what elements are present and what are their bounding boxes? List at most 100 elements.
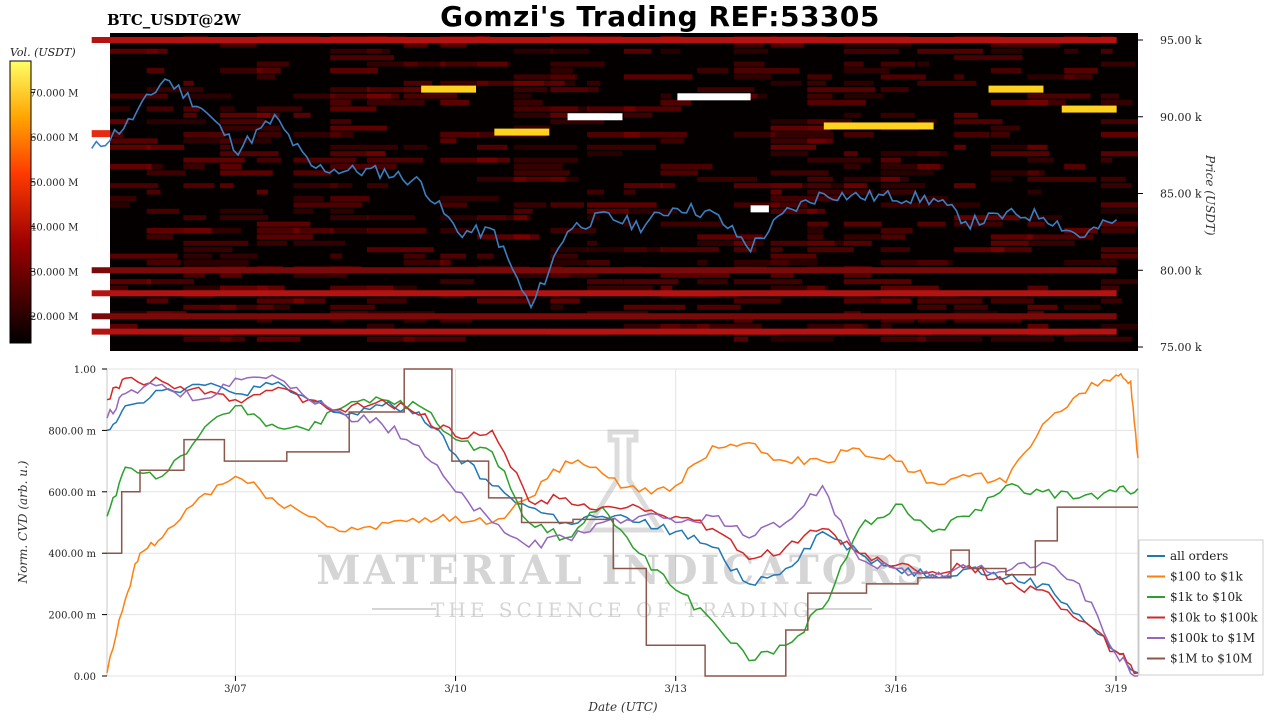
price-tick-label: 95.00 k (1160, 34, 1202, 47)
heatmap-cell (587, 189, 604, 195)
heatmap-cell (1027, 100, 1066, 105)
heatmap-cell (183, 260, 249, 265)
heatmap-cell (513, 87, 548, 93)
price-axis-label: Price (USDT) (1203, 154, 1217, 236)
cvd-series-line (106, 381, 1139, 674)
heatmap-cell (917, 260, 954, 265)
price-tick-label: 80.00 k (1160, 264, 1202, 277)
heatmap-cell (330, 68, 378, 73)
heatmap-cell (293, 298, 305, 304)
heatmap-cell (256, 74, 276, 80)
heatmap-cell (1027, 170, 1045, 176)
heatmap-cell (183, 215, 207, 221)
heatmap-cell (513, 74, 577, 80)
heatmap-cell (220, 215, 269, 221)
heatmap-cell (146, 48, 159, 54)
heatmap-cell (550, 176, 579, 182)
heatmap-cell (880, 189, 916, 195)
heatmap-cell (880, 164, 944, 169)
heatmap-cell (1027, 215, 1063, 221)
heatmap-cell (293, 170, 332, 176)
heatmap-cell (880, 112, 915, 118)
heatmap-cell (1100, 157, 1113, 163)
heatmap-cell (550, 87, 588, 93)
heatmap-cell (1100, 132, 1138, 137)
heatmap-cell (440, 215, 506, 221)
heatmap-cell (587, 247, 647, 253)
heatmap-cell (770, 144, 817, 150)
legend-label: $100 to $1k (1170, 570, 1243, 584)
heatmap-cell (293, 196, 324, 201)
heatmap-cell (917, 80, 977, 86)
heatmap-cell (330, 93, 399, 99)
heatmap-cell (330, 55, 395, 61)
heatmap-cell (1100, 253, 1138, 259)
heatmap-cell (917, 221, 946, 227)
heatmap-cell (623, 106, 682, 112)
heatmap-cell (990, 125, 1020, 131)
heatmap-cell (220, 125, 281, 131)
cvd-y-tick-label: 200.00 m (48, 611, 96, 622)
heatmap-cell (293, 208, 314, 214)
heatmap-cell (623, 132, 687, 137)
heatmap-cell (770, 336, 834, 342)
heatmap-cell (1100, 176, 1126, 182)
heatmap-cell (844, 42, 912, 48)
heatmap-cell (550, 228, 597, 233)
heatmap-cell (733, 260, 790, 265)
heatmap-cell (183, 253, 213, 259)
heatmap-cell (1027, 221, 1045, 227)
heatmap-cell (807, 240, 845, 246)
heatmap-cell (110, 132, 123, 137)
heatmap-cell (1100, 247, 1138, 253)
heatmap-cell (697, 304, 741, 310)
watermark-main: MATERIAL INDICATORS (316, 547, 928, 594)
heatmap-cell (770, 260, 818, 265)
heatmap-cell (477, 176, 526, 182)
heatmap-cell (513, 215, 528, 221)
heatmap-cell (623, 74, 693, 80)
price-tick-label: 85.00 k (1160, 188, 1202, 201)
heatmap-cell (807, 119, 853, 125)
heatmap-cell (183, 112, 197, 118)
page-title: Gomzi's Trading REF:53305 (440, 0, 880, 33)
heatmap-cell (880, 74, 926, 80)
heatmap-cell (440, 202, 467, 208)
heatmap-cell (366, 336, 415, 342)
heatmap-cell (770, 202, 808, 208)
heatmap-cell (807, 324, 869, 329)
heatmap-cell (550, 298, 580, 304)
heatmap-cell (1027, 93, 1091, 99)
heatmap-band (91, 37, 1117, 43)
heatmap-band (567, 113, 623, 121)
heatmap-cell (770, 253, 817, 259)
heatmap-cell (770, 151, 809, 157)
heatmap-cell (366, 87, 424, 93)
heatmap-cell (587, 80, 601, 86)
heatmap-cell (917, 298, 983, 304)
heatmap-cell (660, 170, 698, 176)
heatmap-cell (403, 80, 433, 86)
heatmap-cell (110, 164, 152, 169)
heatmap-cell (330, 196, 370, 201)
heatmap-band (988, 85, 1044, 93)
watermark-sub: THE SCIENCE OF TRADING (431, 598, 813, 622)
heatmap-cell (770, 208, 818, 214)
heatmap-cell (733, 48, 769, 54)
heatmap-cell (477, 298, 535, 304)
heatmap-cell (954, 119, 1003, 125)
heatmap-cell (440, 253, 467, 259)
heatmap-cell (1064, 164, 1086, 169)
heatmap-cell (880, 87, 909, 93)
heatmap-cell (220, 183, 234, 189)
heatmap-cell (477, 215, 531, 221)
heatmap-cell (880, 157, 901, 163)
heatmap-cell (1100, 100, 1133, 105)
symbol-label: BTC_USDT@2W (107, 11, 241, 29)
heatmap-cell (513, 125, 551, 131)
heatmap-cell (330, 144, 399, 150)
cvd-x-tick-label: 3/19 (1105, 684, 1127, 695)
heatmap-cell (477, 253, 494, 259)
heatmap-cell (110, 202, 130, 208)
heatmap-cell (844, 93, 884, 99)
